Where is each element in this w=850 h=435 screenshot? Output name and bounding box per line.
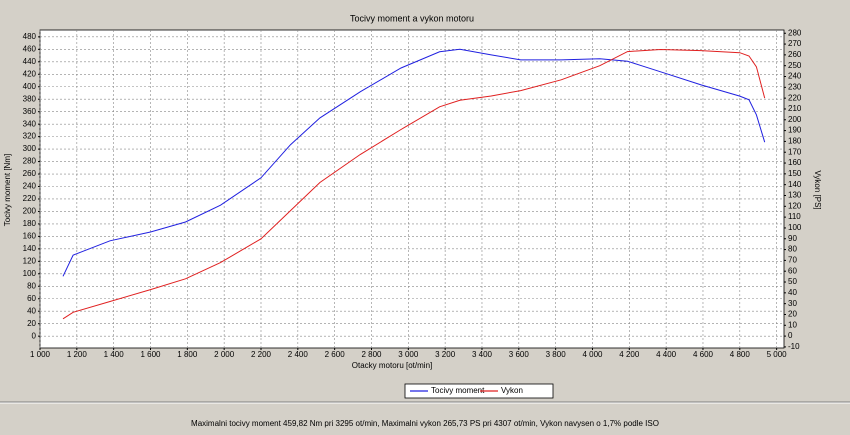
y2-tick-label: -10 (788, 342, 800, 351)
y2-tick-label: 20 (788, 310, 797, 319)
y-tick-label: 60 (27, 294, 36, 303)
x-tick-label: 1 200 (67, 350, 88, 359)
y2-axis-label: Vykon [PS] (813, 170, 822, 209)
y-tick-label: 120 (23, 256, 37, 265)
x-tick-label: 4 400 (656, 350, 677, 359)
y-tick-label: 460 (23, 44, 37, 53)
y2-tick-label: 90 (788, 234, 797, 243)
y2-tick-label: 180 (788, 137, 802, 146)
y2-tick-label: 160 (788, 158, 802, 167)
y2-tick-label: 40 (788, 288, 797, 297)
x-tick-label: 4 800 (730, 350, 751, 359)
y-tick-label: 340 (23, 119, 37, 128)
y-tick-label: 260 (23, 169, 37, 178)
y2-tick-label: 260 (788, 50, 802, 59)
y-tick-label: 480 (23, 32, 37, 41)
y-tick-label: 140 (23, 244, 37, 253)
y2-tick-label: 270 (788, 39, 802, 48)
y2-tick-label: 130 (788, 191, 802, 200)
y2-tick-label: 250 (788, 61, 802, 70)
x-tick-label: 3 600 (509, 350, 530, 359)
x-tick-label: 5 000 (767, 350, 788, 359)
y-tick-label: 160 (23, 231, 37, 240)
y-tick-label: 300 (23, 144, 37, 153)
y2-tick-label: 220 (788, 93, 802, 102)
y2-tick-label: 80 (788, 245, 797, 254)
y-tick-label: 240 (23, 182, 37, 191)
y2-tick-label: 190 (788, 126, 802, 135)
y-tick-label: 0 (32, 331, 37, 340)
y2-tick-label: 200 (788, 115, 802, 124)
x-tick-label: 1 000 (30, 350, 51, 359)
y-tick-label: 80 (27, 281, 36, 290)
legend (404, 383, 554, 399)
series-line (62, 48, 766, 320)
x-tick-label: 1 800 (177, 350, 198, 359)
legend-label: Tocivy moment (431, 386, 485, 395)
y-tick-label: 200 (23, 207, 37, 216)
y2-tick-label: 70 (788, 255, 797, 264)
plot-area (39, 29, 785, 349)
y2-tick-label: 120 (788, 201, 802, 210)
y-tick-label: 180 (23, 219, 37, 228)
y-tick-label: 420 (23, 69, 37, 78)
y2-tick-label: 140 (788, 180, 802, 189)
y-tick-label: 320 (23, 132, 37, 141)
chart-title: Tocivy moment a vykon motoru (350, 13, 474, 23)
x-tick-label: 2 000 (214, 350, 235, 359)
x-tick-label: 2 200 (251, 350, 272, 359)
y-tick-label: 100 (23, 269, 37, 278)
y2-tick-label: 170 (788, 147, 802, 156)
x-tick-label: 1 600 (140, 350, 161, 359)
y-tick-label: 220 (23, 194, 37, 203)
x-axis-label: Otacky motoru [ot/min] (352, 361, 432, 370)
x-tick-label: 2 600 (325, 350, 346, 359)
y2-tick-label: 230 (788, 82, 802, 91)
x-tick-label: 3 800 (546, 350, 567, 359)
y2-tick-label: 280 (788, 28, 802, 37)
y2-tick-label: 240 (788, 72, 802, 81)
y2-tick-label: 100 (788, 223, 802, 232)
y2-tick-label: 50 (788, 277, 797, 286)
footer-text: Maximalni tocivy moment 459,82 Nm pri 32… (191, 419, 659, 428)
x-tick-label: 3 200 (435, 350, 456, 359)
y2-tick-label: 110 (788, 212, 801, 221)
x-tick-label: 4 000 (582, 350, 603, 359)
x-tick-label: 3 400 (472, 350, 493, 359)
y-tick-label: 280 (23, 157, 37, 166)
x-tick-label: 1 400 (104, 350, 125, 359)
y-axis-label: Tocivy moment [Nm] (3, 154, 12, 226)
y2-tick-label: 10 (788, 320, 797, 329)
y-tick-label: 400 (23, 82, 37, 91)
legend-label: Vykon (501, 386, 523, 395)
y-tick-label: 40 (27, 306, 36, 315)
y2-tick-label: 60 (788, 266, 797, 275)
y2-tick-label: 0 (788, 331, 793, 340)
y2-tick-label: 30 (788, 299, 797, 308)
y2-tick-label: 150 (788, 169, 802, 178)
x-tick-label: 2 400 (288, 350, 309, 359)
y-tick-label: 360 (23, 107, 37, 116)
x-tick-label: 4 200 (619, 350, 640, 359)
series-line (62, 48, 766, 277)
x-tick-label: 3 000 (398, 350, 419, 359)
y-tick-label: 380 (23, 94, 37, 103)
x-tick-label: 2 800 (361, 350, 382, 359)
y-tick-label: 440 (23, 57, 37, 66)
y2-tick-label: 210 (788, 104, 802, 113)
y-tick-label: 20 (27, 319, 36, 328)
x-tick-label: 4 600 (693, 350, 714, 359)
